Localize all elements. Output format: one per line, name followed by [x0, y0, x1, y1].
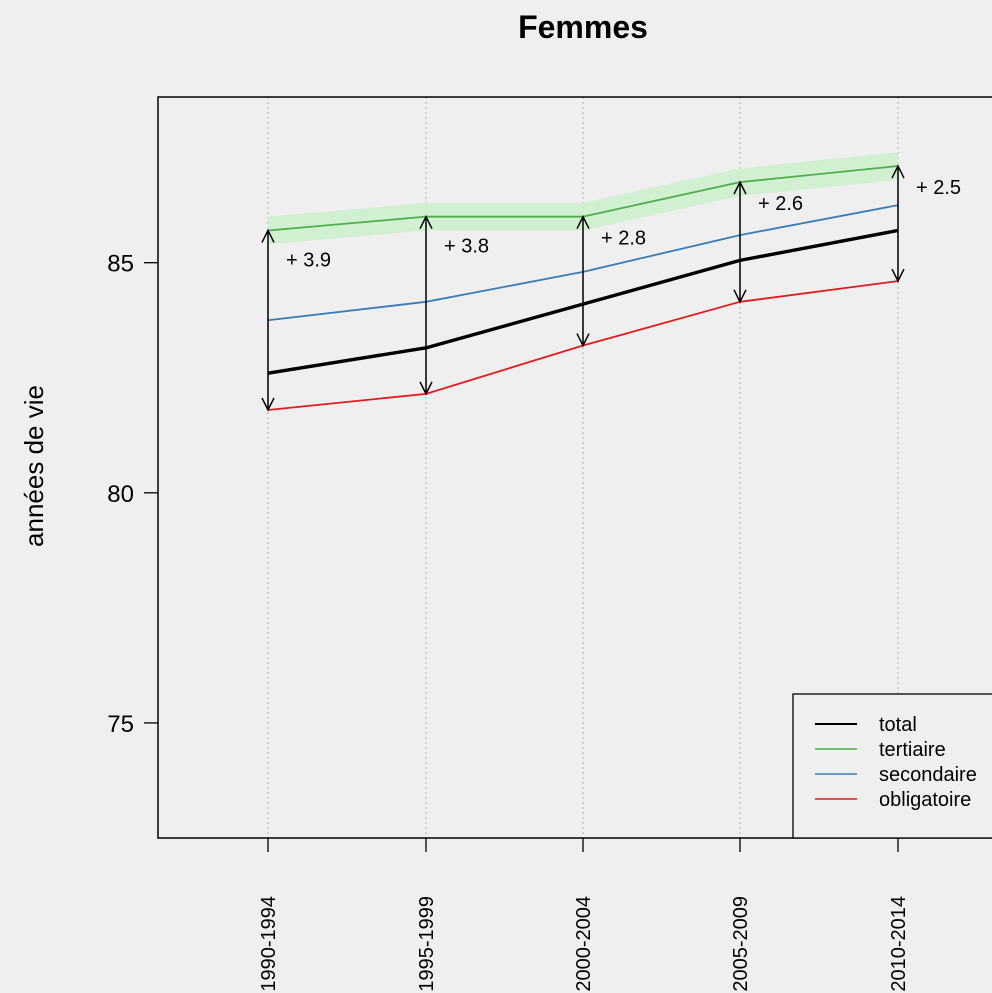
legend-box [792, 693, 992, 839]
gap-arrow-head-bottom-4 [891, 268, 905, 283]
gap-arrow-head-top-0 [261, 228, 275, 243]
gap-label-2: + 2.8 [601, 228, 646, 250]
gap-label-0: + 3.9 [286, 249, 331, 271]
legend-label-secondaire: secondaire [879, 764, 977, 786]
y-tick-label-85: 85 [107, 251, 134, 278]
x-tick-label-0: 1990-1994 [258, 896, 280, 992]
y-axis-label: années de vie [19, 385, 49, 547]
gap-label-3: + 2.6 [758, 193, 803, 215]
gap-arrow-head-bottom-3 [733, 289, 747, 304]
x-tick-label-2: 2000-2004 [573, 896, 595, 992]
legend-label-tertiaire: tertiaire [879, 739, 946, 761]
x-tick-label-1: 1995-1999 [416, 896, 438, 992]
gap-arrow-head-bottom-0 [261, 397, 275, 412]
gap-arrow-head-top-3 [733, 180, 747, 195]
plot-area: 75 80 85 1990-1994 1995-1999 2000-2004 2005-20… [107, 96, 992, 992]
y-tick-label-80: 80 [107, 481, 134, 508]
chart-title: Femmes [518, 9, 648, 45]
x-tick-label-4: 2010-2014 [888, 896, 910, 992]
gap-arrow-head-top-1 [419, 214, 433, 230]
gap-arrow-head-top-2 [576, 214, 590, 230]
gap-label-4: + 2.5 [916, 177, 961, 199]
x-tick-label-3: 2005-2009 [730, 896, 752, 992]
gap-arrow-head-top-4 [891, 164, 905, 179]
gap-label-1: + 3.8 [444, 236, 489, 258]
legend-label-total: total [879, 714, 917, 736]
legend-label-obligatoire: obligatoire [879, 789, 971, 811]
y-tick-label-75: 75 [107, 711, 134, 738]
gap-arrow-head-bottom-1 [419, 381, 433, 396]
plot-frame [157, 96, 992, 839]
gap-arrow-head-bottom-2 [576, 333, 590, 348]
